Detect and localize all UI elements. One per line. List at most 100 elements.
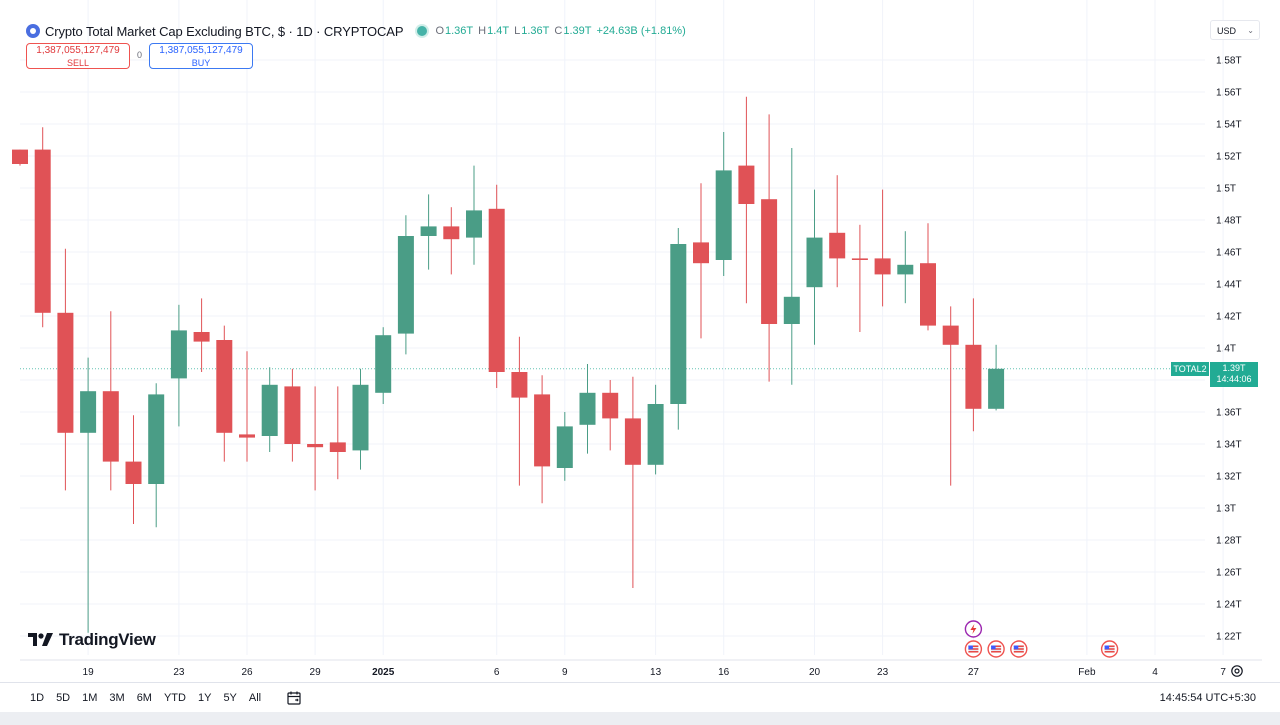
y-tick-label: 1.22T [1216,632,1242,643]
x-tick-label: 19 [83,667,95,678]
candle [920,223,936,331]
timeframe-3m[interactable]: 3M [109,691,125,704]
candle [647,384,664,475]
flag-stripe [1013,645,1024,647]
candle-body [261,384,278,436]
candle-body [420,226,437,236]
legend: Crypto Total Market Cap Excluding BTC, $… [26,20,691,42]
timeframe-6m[interactable]: 6M [136,691,152,704]
x-tick-label: 20 [809,667,821,678]
candle [261,367,278,452]
timeframe-all[interactable]: All [248,691,262,704]
timeframe-1d[interactable]: 1D [30,691,45,704]
buy-price: 1,387,055,127,479 [159,45,243,56]
flag-stripe [968,648,979,650]
y-tick-label: 1.42T [1216,312,1242,323]
y-tick-label: 1.32T [1216,472,1242,483]
y-tick-label: 1.46T [1216,248,1242,259]
candle [443,207,460,275]
y-tick-label: 1.24T [1216,600,1242,611]
candle [488,184,505,388]
candle [420,194,437,270]
x-tick-label: 2025 [372,667,395,678]
candle-body [783,296,800,324]
timeframe-ytd[interactable]: YTD [163,691,186,704]
candle [851,224,868,332]
candle [715,132,732,276]
watermark-text: TradingView [59,630,156,649]
candle [329,386,346,480]
x-tick-label: 13 [650,667,662,678]
candle-body [806,237,823,288]
candle-body [647,404,664,465]
settings-button[interactable] [1230,664,1244,683]
candle-body [307,444,324,448]
timeframe-5d[interactable]: 5D [56,691,71,704]
candle [375,327,392,404]
tradingview-logo[interactable]: TradingView [28,630,156,650]
coin-logo-icon [26,24,40,38]
flag-stripe [1013,648,1024,650]
currency-value: USD [1217,26,1237,36]
symbol-title[interactable]: Crypto Total Market Cap Excluding BTC, $… [45,23,404,39]
candle-body [534,394,551,467]
ohlc-change: +24.63B (+1.81%) [596,25,686,37]
candle-body [329,442,346,452]
buy-button[interactable]: 1,387,055,127,479 BUY [149,43,253,69]
ohlc-high-value: 1.4T [487,25,510,37]
candle [602,380,619,451]
y-tick-label: 1.3T [1216,504,1236,515]
currency-select[interactable]: USD ⌄ [1210,20,1260,40]
flag-canton [968,645,973,650]
candle [57,248,74,491]
sell-label: SELL [66,58,90,68]
x-tick-label: 6 [494,667,500,678]
x-tick-label: 26 [241,667,253,678]
flag-stripe [991,645,1002,647]
bottom-toolbar: 1D 5D 1M 3M 6M YTD 1Y 5Y All 14:45:54 UT… [0,682,1280,712]
spread-value: 0 [137,50,143,60]
flag-stripe [968,645,979,647]
timeframe-1m[interactable]: 1M [82,691,98,704]
clock-timezone[interactable]: 14:45:54 UTC+5:30 [1159,691,1256,704]
candle-body [34,149,51,313]
candle [12,149,28,166]
candle-body [443,226,460,240]
y-tick-label: 1.4T [1216,344,1236,355]
candle-body [488,208,505,372]
flag-canton [1104,645,1110,650]
us-flag-icon [1010,640,1028,658]
candle-body [874,258,891,275]
y-tick-label: 1.48T [1216,216,1242,227]
us-flag-icon [964,640,983,658]
x-tick-label: 4 [1152,667,1158,678]
current-price-value: 1.39T [1222,363,1246,373]
timeframe-1y[interactable]: 1Y [197,691,212,704]
candle [965,298,982,432]
candle [738,96,755,304]
flag-stripe [991,648,1002,650]
candle-body [851,258,868,260]
date-range-button[interactable] [286,690,302,706]
timeframe-5y[interactable]: 5Y [223,691,237,704]
candle-body [693,242,709,264]
symbol-price-tag: TOTAL2 [1171,362,1209,376]
lightning-icon [964,620,983,638]
us-flag-icon [1100,640,1119,658]
candle-body [829,232,846,259]
candle [579,364,596,454]
candle-body [12,149,28,164]
flag-stripe [991,651,1002,653]
y-tick-label: 1.34T [1216,440,1242,451]
candle [193,298,210,372]
candle [80,357,97,633]
sell-button[interactable]: 1,387,055,127,479 SELL [26,43,130,69]
tradingview-logo-icon [28,633,53,646]
candle-body [624,418,641,465]
candle-body [579,392,596,425]
candle [829,175,846,288]
candle-body [738,165,755,204]
candle [897,231,914,304]
flag-stripe [1104,651,1115,653]
